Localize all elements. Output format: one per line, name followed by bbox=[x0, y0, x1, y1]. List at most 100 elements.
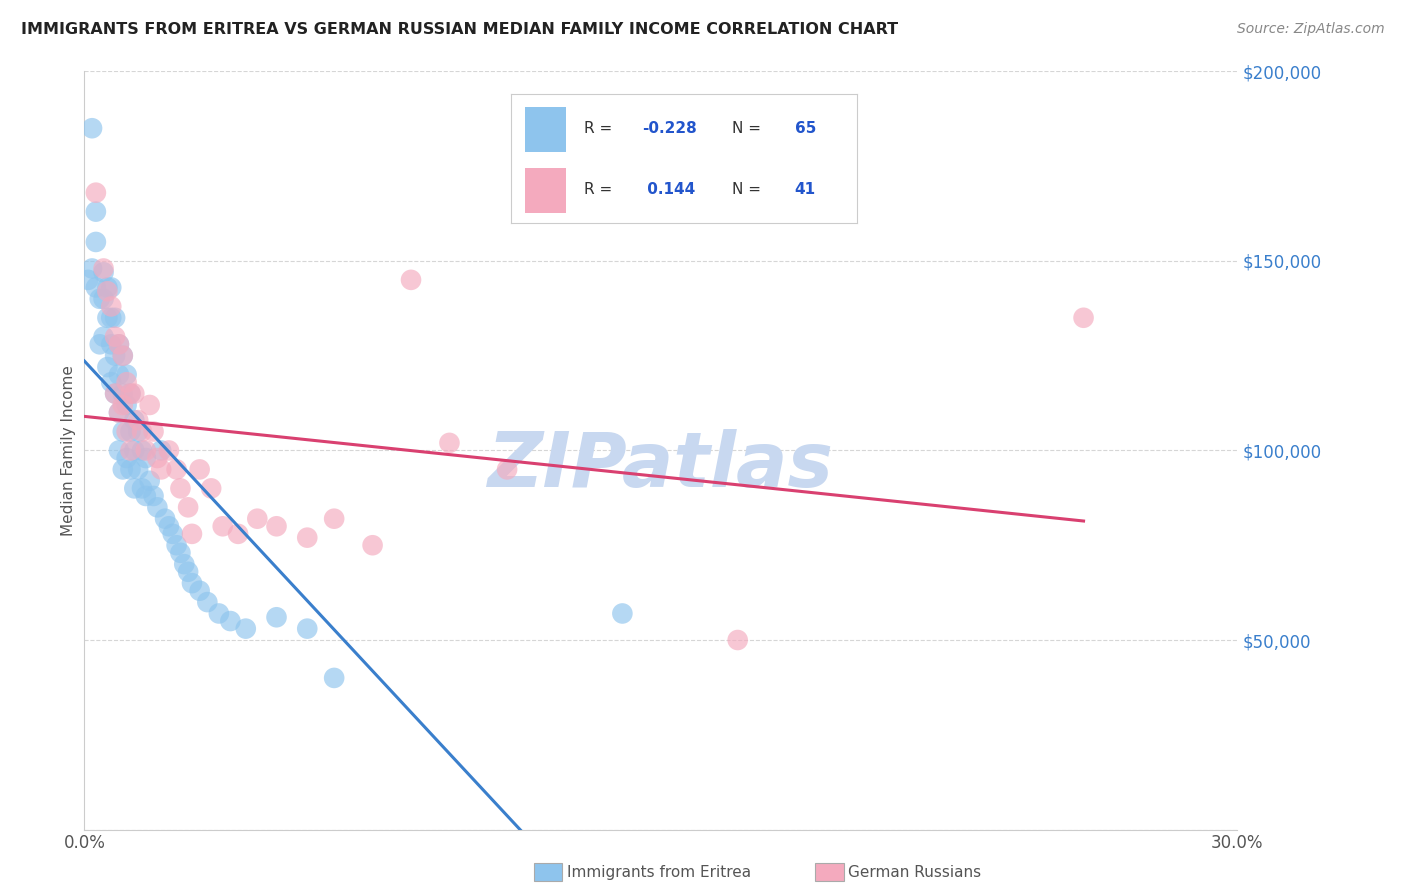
Point bbox=[181, 576, 204, 591]
Text: IMMIGRANTS FROM ERITREA VS GERMAN RUSSIAN MEDIAN FAMILY INCOME CORRELATION CHART: IMMIGRANTS FROM ERITREA VS GERMAN RUSSIA… bbox=[21, 22, 898, 37]
Point bbox=[89, 337, 111, 351]
Point bbox=[124, 386, 146, 401]
Point bbox=[93, 265, 115, 279]
Point bbox=[127, 462, 149, 476]
Text: Immigrants from Eritrea: Immigrants from Eritrea bbox=[567, 865, 751, 880]
Point bbox=[177, 565, 200, 579]
Point bbox=[177, 500, 200, 515]
Point bbox=[153, 512, 176, 526]
Point bbox=[235, 622, 257, 636]
Point bbox=[84, 186, 107, 200]
Point bbox=[77, 273, 100, 287]
Point bbox=[496, 462, 519, 476]
Point bbox=[208, 607, 231, 621]
Point bbox=[131, 482, 153, 496]
Point bbox=[138, 474, 160, 488]
Text: German Russians: German Russians bbox=[848, 865, 981, 880]
Point bbox=[96, 280, 118, 294]
Point bbox=[115, 451, 138, 466]
Point bbox=[157, 443, 180, 458]
Point bbox=[120, 462, 142, 476]
Point bbox=[142, 489, 165, 503]
Point bbox=[219, 614, 242, 628]
Point bbox=[84, 280, 107, 294]
Point bbox=[150, 462, 173, 476]
Point bbox=[211, 519, 233, 533]
Point bbox=[120, 386, 142, 401]
Point bbox=[93, 330, 115, 344]
Point bbox=[84, 204, 107, 219]
Point bbox=[96, 310, 118, 325]
Point bbox=[108, 443, 131, 458]
Point bbox=[84, 235, 107, 249]
Point bbox=[80, 261, 103, 276]
Point bbox=[124, 482, 146, 496]
Point bbox=[108, 405, 131, 420]
Point bbox=[127, 413, 149, 427]
Point bbox=[135, 451, 157, 466]
Point bbox=[188, 462, 211, 476]
Point bbox=[120, 443, 142, 458]
Point bbox=[80, 121, 103, 136]
Point bbox=[146, 500, 169, 515]
Point bbox=[108, 368, 131, 382]
Point bbox=[166, 462, 188, 476]
Text: Source: ZipAtlas.com: Source: ZipAtlas.com bbox=[1237, 22, 1385, 37]
Point bbox=[115, 398, 138, 412]
Point bbox=[297, 531, 319, 545]
Point bbox=[100, 299, 122, 313]
Point bbox=[104, 386, 127, 401]
Point bbox=[111, 349, 134, 363]
Point bbox=[115, 375, 138, 389]
Point bbox=[100, 280, 122, 294]
Point bbox=[93, 292, 115, 306]
Point bbox=[115, 425, 138, 439]
Point bbox=[108, 405, 131, 420]
Point bbox=[100, 337, 122, 351]
Point bbox=[111, 462, 134, 476]
Point bbox=[150, 443, 173, 458]
Point bbox=[226, 526, 249, 541]
Point bbox=[181, 526, 204, 541]
Point bbox=[124, 443, 146, 458]
Point bbox=[100, 310, 122, 325]
Point bbox=[200, 482, 222, 496]
Point bbox=[1073, 310, 1095, 325]
Point bbox=[104, 330, 127, 344]
Point bbox=[612, 607, 634, 621]
Point bbox=[89, 292, 111, 306]
Point bbox=[111, 425, 134, 439]
Point bbox=[169, 546, 191, 560]
Point bbox=[104, 349, 127, 363]
Point bbox=[124, 413, 146, 427]
Point bbox=[100, 375, 122, 389]
Point bbox=[727, 633, 749, 648]
Point bbox=[127, 425, 149, 439]
Point bbox=[323, 671, 346, 685]
Point bbox=[104, 386, 127, 401]
Point bbox=[361, 538, 384, 552]
Point bbox=[115, 368, 138, 382]
Point bbox=[166, 538, 188, 552]
Point bbox=[146, 451, 169, 466]
Point bbox=[162, 526, 184, 541]
Point bbox=[131, 425, 153, 439]
Point bbox=[399, 273, 422, 287]
Point bbox=[266, 610, 288, 624]
Point bbox=[169, 482, 191, 496]
Point bbox=[246, 512, 269, 526]
Point bbox=[93, 261, 115, 276]
Point bbox=[138, 398, 160, 412]
Point bbox=[120, 425, 142, 439]
Point bbox=[96, 359, 118, 375]
Y-axis label: Median Family Income: Median Family Income bbox=[60, 365, 76, 536]
Point bbox=[439, 435, 461, 450]
Point bbox=[104, 310, 127, 325]
Point bbox=[111, 349, 134, 363]
Point bbox=[108, 337, 131, 351]
Point bbox=[297, 622, 319, 636]
Point bbox=[188, 583, 211, 598]
Point bbox=[266, 519, 288, 533]
Point bbox=[173, 557, 195, 572]
Point bbox=[111, 386, 134, 401]
